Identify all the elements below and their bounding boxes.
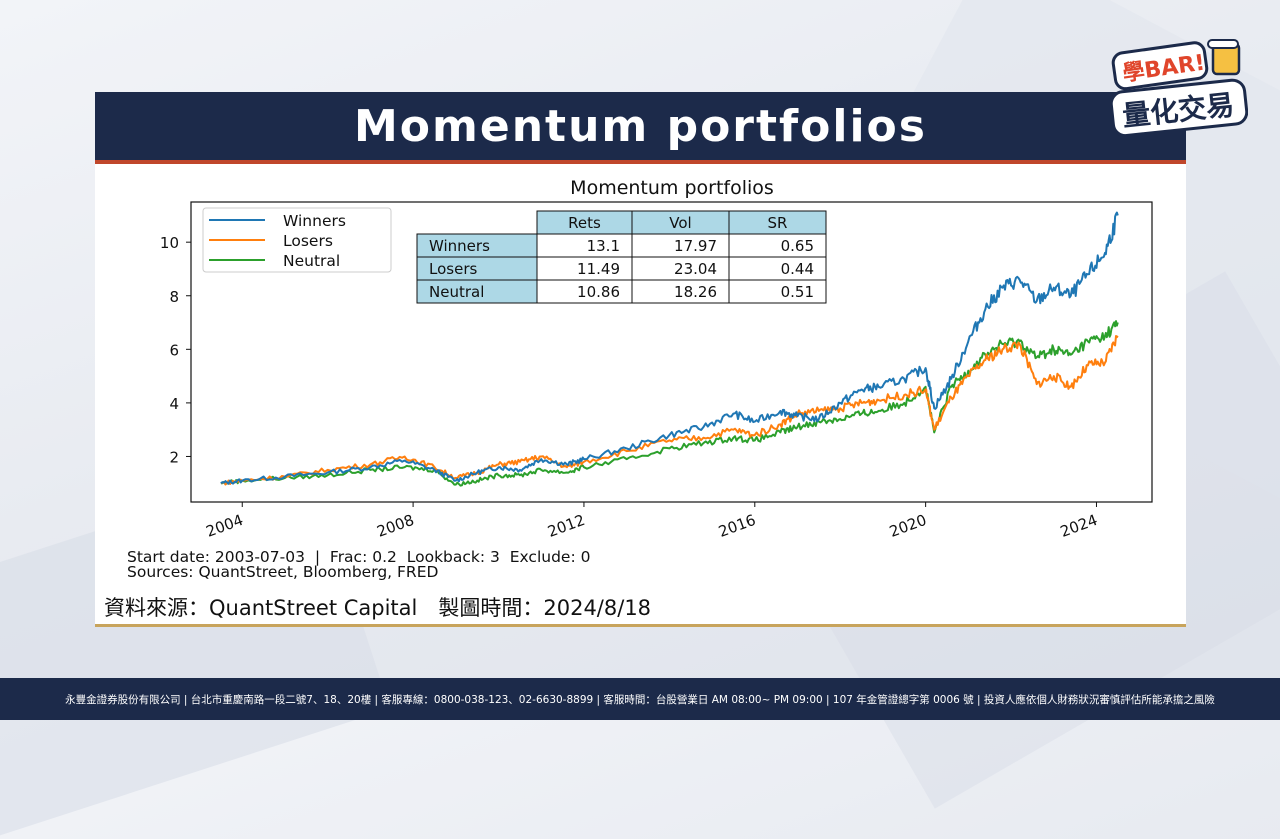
series-line-losers bbox=[220, 335, 1119, 486]
y-tick-label: 2 bbox=[169, 448, 179, 466]
y-tick-label: 4 bbox=[169, 395, 179, 413]
table-header-label: SR bbox=[768, 214, 788, 232]
x-tick-label: 2024 bbox=[1058, 511, 1100, 541]
y-tick-label: 10 bbox=[160, 234, 179, 252]
table-value: 17.97 bbox=[674, 237, 717, 255]
chart-card: Momentum portfolios 2 4 6 8 10 2004 2008 2012 2… bbox=[95, 164, 1186, 627]
legend-label: Losers bbox=[283, 232, 333, 250]
x-axis: 2004 2008 2012 2016 2020 2024 bbox=[204, 502, 1100, 541]
stats-table: Rets Vol SR Winners 13.1 17.97 0.65 Losers 11.49… bbox=[416, 210, 827, 304]
chart-title: Momentum portfolios bbox=[570, 177, 774, 199]
chart-annotation-params: Start date: 2003-07-03 | Frac: 0.2 Lookb… bbox=[127, 548, 590, 566]
plot-frame bbox=[190, 201, 1153, 503]
table-value: 11.49 bbox=[577, 260, 620, 278]
x-tick-label: 2012 bbox=[545, 511, 587, 541]
table-row-label: Neutral bbox=[429, 283, 484, 301]
table-value: 0.44 bbox=[781, 260, 814, 278]
y-tick-label: 8 bbox=[169, 288, 179, 306]
series-line-winners bbox=[220, 211, 1119, 485]
footer-text: 永豐金證券股份有限公司 | 台北市重慶南路一段二號7、18、20樓 | 客服專線… bbox=[65, 693, 1215, 706]
table-value: 0.65 bbox=[781, 237, 814, 255]
series-lines bbox=[220, 211, 1119, 487]
legend-label: Winners bbox=[283, 212, 346, 230]
x-tick-label: 2004 bbox=[204, 511, 246, 541]
y-axis: 2 4 6 8 10 bbox=[160, 234, 191, 466]
table-row-label: Losers bbox=[429, 260, 477, 278]
table-value: 0.51 bbox=[781, 283, 814, 301]
table-header-label: Vol bbox=[669, 214, 691, 232]
legend-label: Neutral bbox=[283, 252, 340, 270]
table-row-label: Winners bbox=[429, 237, 490, 255]
table-value: 23.04 bbox=[674, 260, 717, 278]
source-caption: 資料來源：QuantStreet Capital 製圖時間：2024/8/18 bbox=[104, 596, 652, 620]
footer-bar: 永豐金證券股份有限公司 | 台北市重慶南路一段二號7、18、20樓 | 客服專線… bbox=[0, 678, 1280, 720]
chart-annotation-sources: Sources: QuantStreet, Bloomberg, FRED bbox=[127, 563, 438, 581]
x-tick-label: 2020 bbox=[887, 511, 929, 541]
x-tick-label: 2008 bbox=[374, 511, 416, 541]
y-tick-label: 6 bbox=[169, 341, 179, 359]
table-value: 13.1 bbox=[587, 237, 620, 255]
brand-logo: 學BAR! 量化交易 bbox=[1109, 39, 1248, 138]
series-line-neutral bbox=[220, 320, 1119, 487]
x-tick-label: 2016 bbox=[716, 511, 758, 541]
table-header-label: Rets bbox=[568, 214, 601, 232]
table-cell bbox=[728, 279, 827, 304]
table-value: 18.26 bbox=[674, 283, 717, 301]
table-value: 10.86 bbox=[577, 283, 620, 301]
legend-box bbox=[202, 207, 392, 273]
legend: Winners Losers Neutral bbox=[202, 207, 392, 273]
slide-title: Momentum portfolios bbox=[354, 100, 927, 152]
slide-header: Momentum portfolios bbox=[95, 92, 1186, 164]
